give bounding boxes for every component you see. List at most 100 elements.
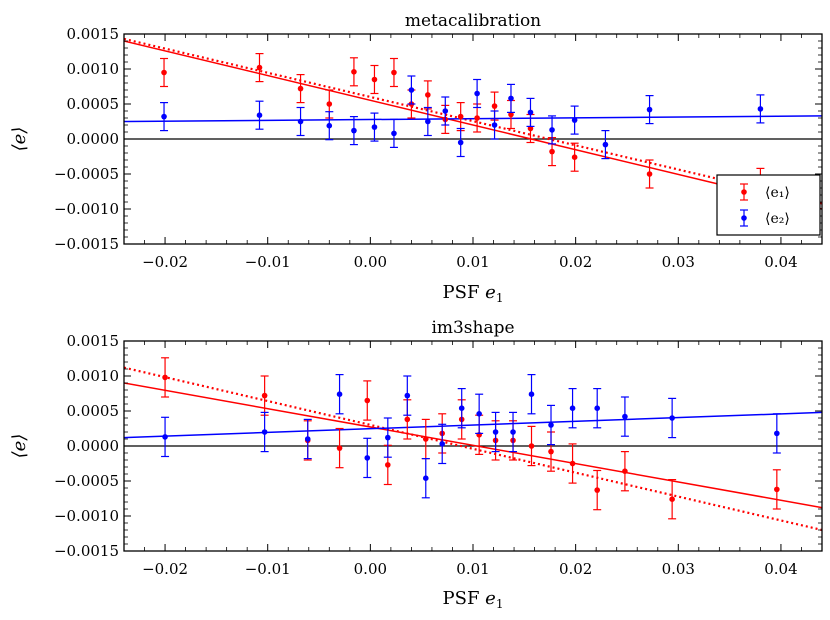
data-point: [389, 57, 398, 88]
chart-title: im3shape: [431, 318, 514, 338]
fit-line-solid: [124, 40, 822, 210]
data-point: [441, 96, 450, 126]
fit-line-solid: [124, 411, 822, 439]
x-tick-label: −0.02: [142, 560, 188, 578]
panel-metacalibration: metacalibration PSF e1 ⟨e⟩ −0.02 −0.01 0.0…: [9, 11, 823, 305]
x-axis-label: PSF e1: [443, 282, 504, 305]
data-point: [491, 411, 500, 453]
plot-area: [124, 37, 822, 210]
y-tick-label: 0.0000: [67, 130, 120, 148]
data-point: [456, 127, 465, 158]
x-tick-label: 0.04: [764, 560, 797, 578]
data-point: [756, 94, 765, 124]
data-point: [349, 115, 358, 146]
y-tick-label: −0.0015: [54, 235, 119, 253]
data-point: [548, 115, 557, 145]
x-tick-label: 0.00: [354, 253, 387, 271]
y-tick-label: −0.0005: [54, 472, 119, 490]
x-tick-label: −0.01: [245, 560, 291, 578]
y-tick-label: −0.0010: [54, 200, 119, 218]
legend: ⟨e₁⟩ ⟨e₂⟩: [716, 174, 821, 236]
data-point: [645, 159, 654, 189]
fit-line-dotted: [124, 366, 822, 532]
data-point: [570, 142, 579, 172]
legend-label: ⟨e₂⟩: [765, 211, 790, 227]
data-point: [547, 404, 556, 446]
y-axis-label: ⟨e⟩: [9, 434, 30, 459]
legend-item: ⟨e₂⟩: [740, 209, 790, 227]
data-point: [620, 451, 629, 492]
y-tick-label: −0.0015: [54, 542, 119, 560]
data-point: [568, 443, 577, 484]
data-point: [772, 413, 781, 454]
data-point: [383, 417, 392, 458]
data-point: [772, 469, 781, 510]
data-point: [473, 103, 482, 133]
legend-item: ⟨e₁⟩: [740, 183, 790, 201]
fit-line-solid: [124, 115, 822, 123]
y-tick-label: 0.0000: [67, 437, 120, 455]
data-point: [423, 80, 432, 110]
data-point: [383, 444, 392, 486]
x-axis-label: PSF e1: [443, 588, 504, 611]
data-point: [296, 106, 305, 137]
data-point: [473, 78, 482, 109]
data-point: [363, 380, 372, 421]
x-tick-label: 0.02: [559, 560, 592, 578]
data-point: [335, 427, 344, 469]
x-tick-label: 0.02: [559, 253, 592, 271]
data-point: [509, 411, 518, 453]
data-point: [668, 479, 677, 520]
data-point: [335, 374, 344, 415]
data-point: [490, 110, 499, 140]
y-axis-label: ⟨e⟩: [9, 127, 30, 152]
data-point: [526, 97, 535, 128]
data-point: [370, 64, 379, 95]
data-point: [363, 437, 372, 479]
data-point: [645, 94, 654, 125]
data-point: [161, 357, 170, 398]
data-point: [593, 469, 602, 511]
data-point: [456, 101, 465, 132]
data-point: [568, 388, 577, 429]
data-point: [601, 130, 610, 160]
y-tick-label: 0.0010: [67, 367, 120, 385]
data-point: [403, 375, 412, 416]
x-tick-label: 0.04: [764, 253, 797, 271]
data-point: [527, 425, 536, 467]
data-point: [407, 75, 416, 105]
legend-box: [716, 174, 821, 236]
y-tick-label: −0.0005: [54, 165, 119, 183]
data-point: [423, 106, 432, 137]
y-tick-label: 0.0015: [67, 332, 120, 350]
data-point: [457, 388, 466, 429]
x-tick-label: 0.01: [456, 253, 489, 271]
x-tick-label: −0.01: [245, 253, 291, 271]
data-point: [260, 411, 269, 453]
data-point: [421, 458, 430, 499]
y-tick-label: 0.0005: [67, 95, 120, 113]
y-tick-label: 0.0010: [67, 60, 120, 78]
data-point: [303, 418, 312, 460]
x-tick-label: 0.03: [662, 253, 695, 271]
data-point: [370, 112, 379, 142]
y-tick-label: 0.0005: [67, 402, 120, 420]
data-point: [668, 397, 677, 439]
data-point: [421, 418, 430, 460]
x-tick-label: 0.00: [354, 560, 387, 578]
data-point: [160, 57, 169, 88]
fit-line-solid: [124, 382, 822, 509]
x-tick-label: −0.02: [142, 253, 188, 271]
data-point: [255, 52, 264, 83]
data-point: [296, 73, 305, 104]
data-point: [255, 100, 264, 130]
data-point: [349, 57, 358, 87]
data-point: [593, 388, 602, 429]
data-point: [475, 393, 484, 434]
legend-label: ⟨e₁⟩: [765, 185, 790, 201]
x-tick-label: 0.01: [456, 560, 489, 578]
data-point: [160, 101, 169, 132]
x-tick-label: 0.03: [662, 560, 695, 578]
y-tick-label: 0.0015: [67, 25, 120, 43]
